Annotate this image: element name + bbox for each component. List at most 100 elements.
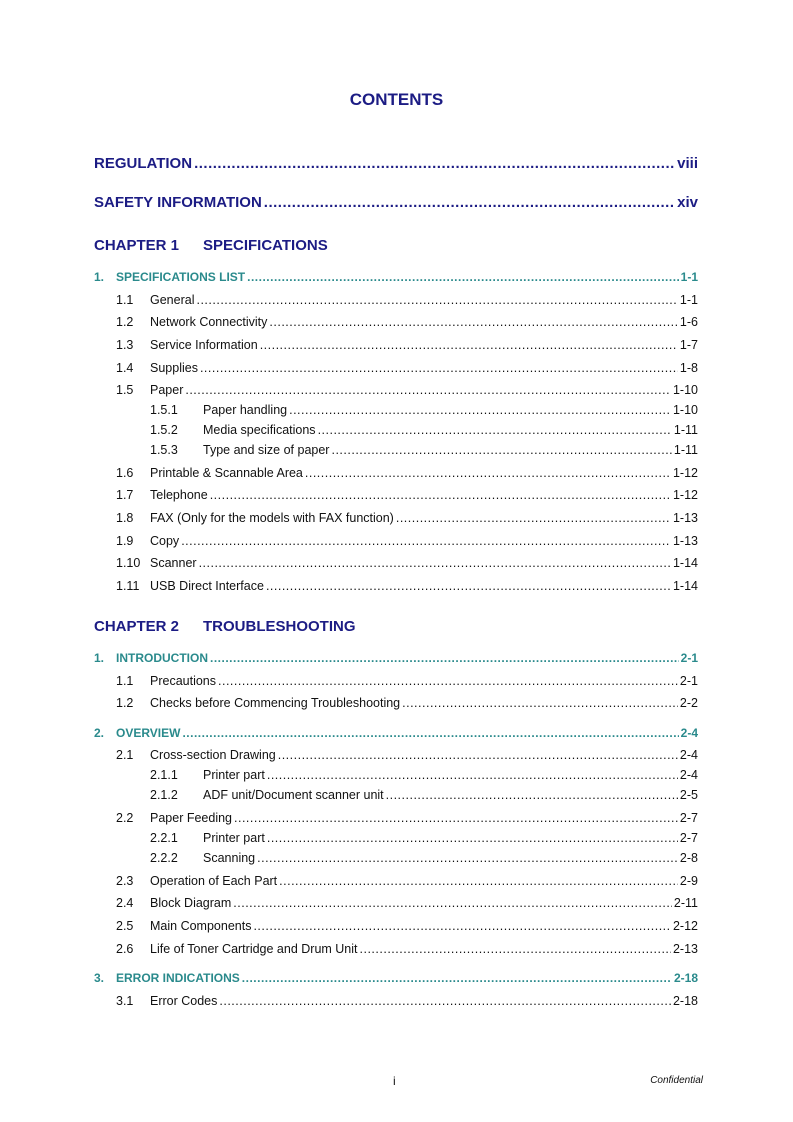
entry-number: 2.1.1 — [150, 768, 178, 782]
dot-leader — [267, 769, 678, 782]
entry-page: 2-9 — [679, 874, 698, 888]
dot-leader — [267, 832, 678, 845]
entry-title: Operation of Each Part — [150, 874, 278, 888]
dot-leader — [247, 271, 679, 283]
toc-entry[interactable]: 1.5.1 Paper handling 1-10 — [94, 404, 698, 417]
toc-entry[interactable]: 2. OVERVIEW 2-4 — [94, 727, 698, 739]
entry-page: 1-10 — [672, 403, 698, 417]
toc-entry[interactable]: 1.3 Service Information 1-7 — [94, 339, 698, 352]
entry-number: 2.3 — [116, 874, 134, 888]
toc-entry[interactable]: 3. ERROR INDICATIONS 2-18 — [94, 972, 698, 984]
entry-number: 2.2 — [116, 811, 134, 825]
chapter-heading: CHAPTER 2 TROUBLESHOOTING — [94, 619, 698, 634]
dot-leader — [279, 875, 678, 888]
entry-number: 1.8 — [116, 511, 134, 525]
entry-page: xiv — [677, 194, 698, 211]
entry-number: 1.1 — [116, 293, 134, 307]
toc-entry[interactable]: 1.2 Checks before Commencing Troubleshoot… — [94, 697, 698, 710]
toc-entry[interactable]: 1.7 Telephone 1-12 — [94, 489, 698, 502]
entry-number: 1. — [94, 651, 105, 665]
toc-entry[interactable]: 2.2.2 Scanning 2-8 — [94, 852, 698, 865]
toc-entry[interactable]: 1.10 Scanner 1-14 — [94, 557, 698, 570]
entry-page: 1-1 — [679, 293, 698, 307]
dot-leader — [278, 749, 678, 762]
entry-title: Supplies — [150, 361, 198, 375]
entry-title: Copy — [150, 534, 180, 548]
entry-page: 2-7 — [679, 831, 698, 845]
entry-number: 1.5 — [116, 383, 134, 397]
entry-page: 1-10 — [672, 383, 698, 397]
toc-entry[interactable]: 1.5.3 Type and size of paper 1-11 — [94, 444, 698, 457]
toc-entry[interactable]: 1.1 General 1-1 — [94, 294, 698, 307]
dot-leader — [360, 943, 671, 956]
entry-page: 2-2 — [679, 696, 698, 710]
entry-title: REGULATION — [94, 155, 193, 172]
entry-title: Block Diagram — [150, 896, 232, 910]
toc-entry[interactable]: 1.8 FAX (Only for the models with FAX fun… — [94, 512, 698, 525]
entry-number: 1.9 — [116, 534, 134, 548]
toc-entry[interactable]: 1.5.2 Media specifications 1-11 — [94, 424, 698, 437]
entry-page: 1-8 — [679, 361, 698, 375]
dot-leader — [185, 384, 671, 397]
entry-page: 2-1 — [680, 651, 698, 665]
dot-leader — [233, 897, 672, 910]
entry-title: Paper Feeding — [150, 811, 233, 825]
dot-leader — [219, 995, 671, 1008]
dot-leader — [264, 195, 675, 210]
dot-leader — [269, 316, 678, 329]
toc-entry[interactable]: 3.1 Error Codes 2-18 — [94, 995, 698, 1008]
dot-leader — [242, 972, 672, 984]
entry-title: SAFETY INFORMATION — [94, 194, 262, 211]
entry-page: 1-14 — [672, 556, 698, 570]
toc-entry[interactable]: 1.5 Paper 1-10 — [94, 384, 698, 397]
dot-leader — [305, 467, 671, 480]
entry-page: 1-11 — [673, 443, 698, 457]
toc-entry[interactable]: 2.6 Life of Toner Cartridge and Drum Unit… — [94, 943, 698, 956]
entry-number: 3. — [94, 971, 105, 985]
toc-entry[interactable]: 1.1 Precautions 2-1 — [94, 675, 698, 688]
toc-entry[interactable]: 2.1.1 Printer part 2-4 — [94, 769, 698, 782]
entry-number: 2.2.1 — [150, 831, 178, 845]
entry-number: 1.10 — [116, 556, 141, 570]
toc-entry[interactable]: 2.3 Operation of Each Part 2-9 — [94, 875, 698, 888]
entry-title: OVERVIEW — [116, 726, 181, 740]
dot-leader — [331, 444, 671, 457]
toc-entry[interactable]: 2.5 Main Components 2-12 — [94, 920, 698, 933]
entry-title: ADF unit/Document scanner unit — [203, 788, 384, 802]
toc-entry[interactable]: REGULATION viii — [94, 156, 698, 171]
toc-entry[interactable]: 1.6 Printable & Scannable Area 1-12 — [94, 467, 698, 480]
dot-leader — [182, 727, 678, 739]
toc-entry[interactable]: SAFETY INFORMATION xiv — [94, 195, 698, 210]
entry-title: SPECIFICATIONS LIST — [116, 270, 246, 284]
entry-number: 1.11 — [116, 579, 140, 593]
toc-entry[interactable]: 1.11 USB Direct Interface 1-14 — [94, 580, 698, 593]
toc-entry[interactable]: 2.2 Paper Feeding 2-7 — [94, 812, 698, 825]
entry-title: SPECIFICATIONS — [203, 237, 328, 254]
dot-leader — [181, 535, 671, 548]
entry-number: 1.7 — [116, 488, 134, 502]
entry-number: 1.4 — [116, 361, 134, 375]
toc-entry[interactable]: 1.2 Network Connectivity 1-6 — [94, 316, 698, 329]
entry-number: 1. — [94, 270, 105, 284]
entry-number: 2. — [94, 726, 105, 740]
entry-title: Paper — [150, 383, 184, 397]
entry-page: 2-4 — [680, 726, 698, 740]
toc-entry[interactable]: 2.1 Cross-section Drawing 2-4 — [94, 749, 698, 762]
dot-leader — [234, 812, 678, 825]
toc-entry[interactable]: 1. INTRODUCTION 2-1 — [94, 652, 698, 664]
entry-title: Network Connectivity — [150, 315, 268, 329]
entry-title: Service Information — [150, 338, 258, 352]
toc-entry[interactable]: 1. SPECIFICATIONS LIST 1-1 — [94, 271, 698, 283]
entry-title: Type and size of paper — [203, 443, 330, 457]
toc-entry[interactable]: 1.9 Copy 1-13 — [94, 535, 698, 548]
entry-page: 2-8 — [679, 851, 698, 865]
entry-page: viii — [677, 155, 698, 172]
entry-page: 1-13 — [672, 511, 698, 525]
chapter-heading: CHAPTER 1 SPECIFICATIONS — [94, 238, 698, 253]
toc-entry[interactable]: 2.1.2 ADF unit/Document scanner unit 2-5 — [94, 789, 698, 802]
toc-entry[interactable]: 1.4 Supplies 1-8 — [94, 362, 698, 375]
toc-entry[interactable]: 2.2.1 Printer part 2-7 — [94, 832, 698, 845]
entry-number: 2.4 — [116, 896, 134, 910]
toc-entry[interactable]: 2.4 Block Diagram 2-11 — [94, 897, 698, 910]
entry-number: 1.5.3 — [150, 443, 178, 457]
